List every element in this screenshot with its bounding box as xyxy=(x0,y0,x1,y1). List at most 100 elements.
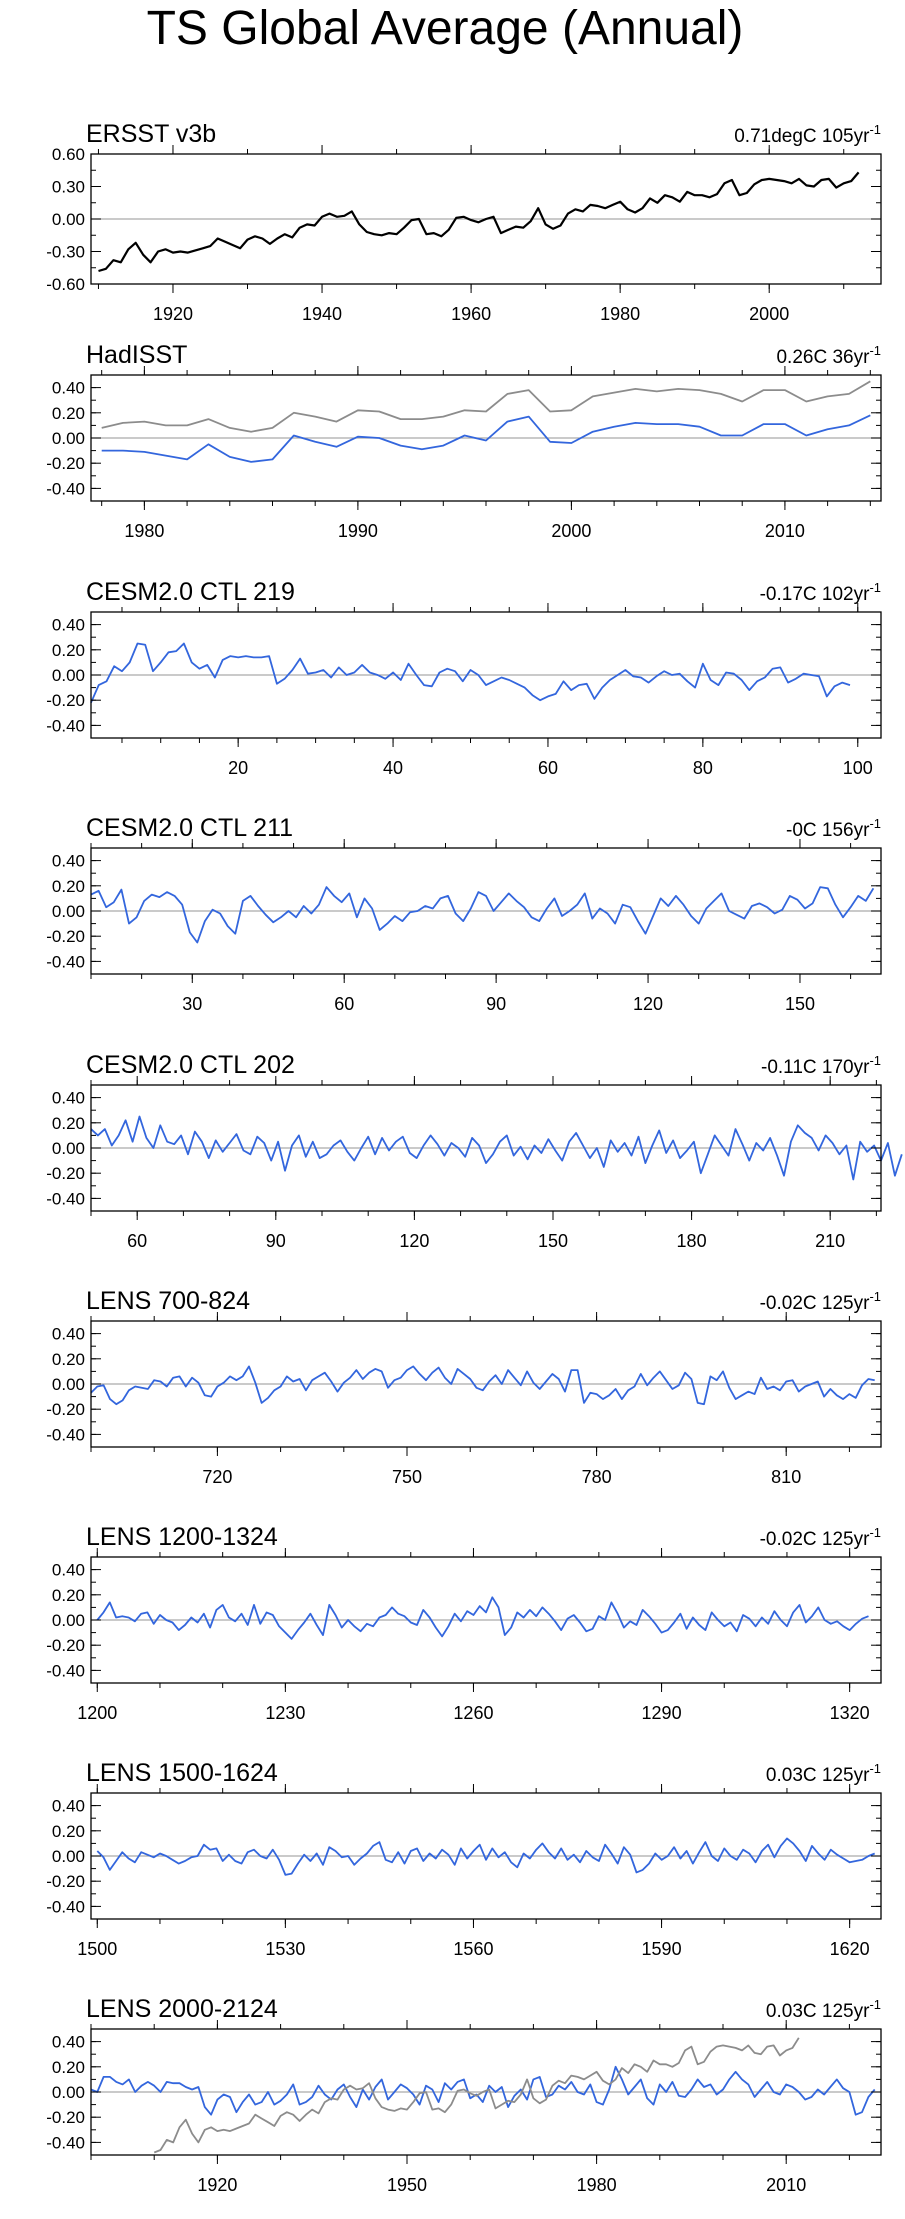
y-tick-label: 0.00 xyxy=(52,902,85,921)
x-tick-label: 1260 xyxy=(453,1703,493,1723)
x-tick-label: 720 xyxy=(202,1467,232,1487)
y-tick-label: 0.40 xyxy=(52,1325,85,1344)
x-tick-label: 100 xyxy=(843,758,873,778)
y-tick-label: -0.60 xyxy=(46,275,85,294)
y-tick-label: -0.40 xyxy=(46,2133,85,2152)
x-tick-label: 1230 xyxy=(265,1703,305,1723)
y-tick-label: 0.00 xyxy=(52,2083,85,2102)
panel-lens2000: -0.40 -0.20 0.00 0.20 0.40 1920 1950 1980 2010 LE… xyxy=(46,1995,882,2195)
trend-value: -0.11C 170yr xyxy=(761,1057,870,1078)
y-tick-label: 0.20 xyxy=(52,1822,85,1841)
y-tick-label: 0.00 xyxy=(52,210,85,229)
trend-value: -0.17C 102yr xyxy=(760,584,871,605)
y-tick-label: 0.20 xyxy=(52,2058,85,2077)
y-tick-label: 0.40 xyxy=(52,2033,85,2052)
series-line-blue xyxy=(96,1596,869,1640)
trend-exponent: -1 xyxy=(869,122,881,137)
trend-label: 0.03C 125yr-1 xyxy=(766,1761,881,1786)
y-tick-label: 0.40 xyxy=(52,852,85,871)
x-tick-label: 1950 xyxy=(387,2175,427,2195)
panel-cesm211: -0.40 -0.20 0.00 0.20 0.40 30 60 90 120 150 CESM2.… xyxy=(46,814,882,1014)
panel-cesm202: -0.40 -0.20 0.00 0.20 0.40 60 90 120 150 180 210 CE… xyxy=(46,1051,903,1251)
trend-value: 0.03C 125yr xyxy=(766,2001,870,2022)
panel-lens1500: -0.40 -0.20 0.00 0.20 0.40 1500 1530 1560 1590 16… xyxy=(46,1759,882,1959)
y-tick-label: 0.00 xyxy=(52,1375,85,1394)
series-line-blue xyxy=(90,642,851,704)
x-tick-label: 150 xyxy=(538,1231,568,1251)
x-tick-label: 1320 xyxy=(830,1703,870,1723)
trend-exponent: -1 xyxy=(869,1053,881,1068)
panel-title: HadISST xyxy=(86,341,187,369)
y-tick-label: 0.20 xyxy=(52,1114,85,1133)
y-tick-label: 0.30 xyxy=(52,178,85,197)
trend-label: -0.17C 102yr-1 xyxy=(760,580,881,605)
series-line-blue xyxy=(90,1365,875,1406)
y-tick-label: 0.40 xyxy=(52,616,85,635)
series-line-black xyxy=(98,171,860,273)
panel-title: CESM2.0 CTL 219 xyxy=(86,578,295,606)
trend-value: -0.02C 125yr xyxy=(760,1293,871,1314)
panel-title: LENS 1200-1324 xyxy=(86,1523,278,1551)
panel-lens700: -0.40 -0.20 0.00 0.20 0.40 720 750 780 810 LENS 7… xyxy=(46,1287,882,1487)
y-tick-label: 0.20 xyxy=(52,641,85,660)
trend-label: 0.26C 36yr-1 xyxy=(776,343,881,368)
series-line-blue xyxy=(90,886,875,944)
x-tick-label: 20 xyxy=(228,758,248,778)
trend-value: 0.26C 36yr xyxy=(776,347,870,368)
x-tick-label: 2000 xyxy=(551,521,591,541)
y-tick-label: -0.20 xyxy=(46,691,85,710)
x-tick-label: 180 xyxy=(677,1231,707,1251)
trend-value: 0.03C 125yr xyxy=(766,1765,870,1786)
panel-hadisst: -0.40 -0.20 0.00 0.20 0.40 1980 1990 2000 2010 Ha… xyxy=(46,341,882,541)
y-tick-label: 0.00 xyxy=(52,1139,85,1158)
trend-exponent: -1 xyxy=(869,816,881,831)
y-tick-label: 0.20 xyxy=(52,404,85,423)
series-line-gray xyxy=(101,380,871,433)
x-tick-label: 40 xyxy=(383,758,403,778)
x-tick-label: 1940 xyxy=(302,304,342,324)
x-tick-label: 750 xyxy=(392,1467,422,1487)
trend-exponent: -1 xyxy=(869,1997,881,2012)
y-tick-label: 0.20 xyxy=(52,1586,85,1605)
y-tick-label: -0.40 xyxy=(46,716,85,735)
x-tick-label: 1290 xyxy=(642,1703,682,1723)
series-line-gray xyxy=(153,2037,800,2154)
y-tick-label: 0.60 xyxy=(52,145,85,164)
x-tick-label: 120 xyxy=(633,994,663,1014)
trend-exponent: -1 xyxy=(869,580,881,595)
trend-label: -0.11C 170yr-1 xyxy=(761,1053,881,1078)
x-tick-label: 1620 xyxy=(830,1939,870,1959)
x-tick-label: 210 xyxy=(815,1231,845,1251)
x-tick-label: 30 xyxy=(182,994,202,1014)
series-line-blue xyxy=(90,2065,876,2116)
x-tick-label: 810 xyxy=(771,1467,801,1487)
panel-cesm219: -0.40 -0.20 0.00 0.20 0.40 20 40 60 80 100 CESM2.0… xyxy=(46,578,882,778)
x-tick-label: 90 xyxy=(266,1231,286,1251)
y-tick-label: 0.40 xyxy=(52,1561,85,1580)
panel-ersst: -0.60 -0.30 0.00 0.30 0.60 1920 1940 1960 1980 20… xyxy=(46,120,882,324)
x-tick-label: 780 xyxy=(582,1467,612,1487)
x-tick-label: 60 xyxy=(538,758,558,778)
x-tick-label: 120 xyxy=(399,1231,429,1251)
trend-value: -0C 156yr xyxy=(786,820,870,841)
x-tick-label: 1200 xyxy=(77,1703,117,1723)
trend-label: 0.03C 125yr-1 xyxy=(766,1997,881,2022)
trend-label: -0.02C 125yr-1 xyxy=(760,1289,881,1314)
panel-title: CESM2.0 CTL 211 xyxy=(86,814,293,842)
x-tick-label: 1500 xyxy=(77,1939,117,1959)
y-tick-label: -0.20 xyxy=(46,454,85,473)
y-tick-label: -0.40 xyxy=(46,1897,85,1916)
y-tick-label: -0.40 xyxy=(46,1425,85,1444)
y-tick-label: 0.00 xyxy=(52,429,85,448)
trend-label: 0.71degC 105yr-1 xyxy=(734,122,881,147)
y-tick-label: 0.40 xyxy=(52,1797,85,1816)
x-tick-label: 80 xyxy=(693,758,713,778)
x-tick-label: 1920 xyxy=(153,304,193,324)
panel-title: LENS 2000-2124 xyxy=(86,1995,278,2023)
x-tick-label: 1560 xyxy=(453,1939,493,1959)
trend-exponent: -1 xyxy=(869,1289,881,1304)
trend-exponent: -1 xyxy=(869,1761,881,1776)
y-tick-label: 0.20 xyxy=(52,1350,85,1369)
y-tick-label: -0.20 xyxy=(46,1164,85,1183)
